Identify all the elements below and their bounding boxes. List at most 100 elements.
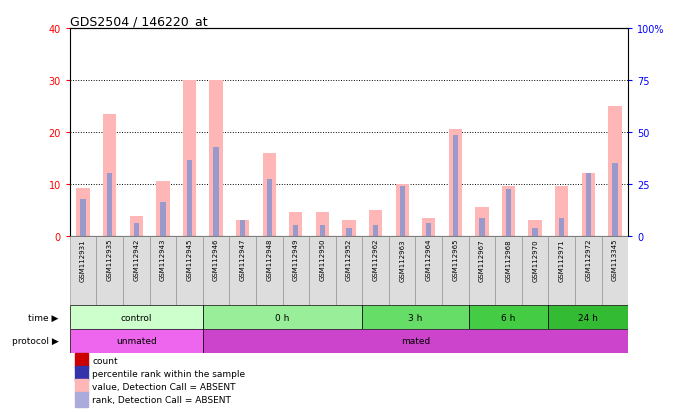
FancyBboxPatch shape (309, 236, 336, 305)
FancyBboxPatch shape (522, 236, 549, 305)
Bar (373, 226, 378, 236)
FancyBboxPatch shape (362, 236, 389, 305)
FancyBboxPatch shape (202, 305, 362, 329)
Bar (103, 114, 117, 236)
FancyBboxPatch shape (96, 236, 123, 305)
Bar (75, 379, 88, 394)
Text: GSM112942: GSM112942 (133, 238, 140, 280)
Bar (453, 135, 458, 236)
FancyBboxPatch shape (256, 236, 283, 305)
FancyBboxPatch shape (70, 329, 202, 353)
Bar (161, 202, 165, 236)
Bar (581, 174, 595, 236)
Text: 0 h: 0 h (275, 313, 290, 322)
Bar (506, 190, 511, 236)
Bar (480, 218, 484, 236)
FancyBboxPatch shape (362, 305, 468, 329)
Text: GSM112950: GSM112950 (320, 238, 325, 281)
Text: 24 h: 24 h (579, 313, 598, 322)
Bar (130, 216, 143, 236)
Text: GDS2504 / 146220_at: GDS2504 / 146220_at (70, 15, 207, 28)
Text: GSM112947: GSM112947 (239, 238, 246, 281)
Bar (320, 226, 325, 236)
Text: GSM113345: GSM113345 (612, 238, 618, 281)
Text: protocol ▶: protocol ▶ (12, 337, 59, 346)
Bar (399, 187, 405, 236)
Bar (369, 210, 383, 236)
Text: percentile rank within the sample: percentile rank within the sample (92, 369, 245, 378)
Bar (559, 218, 565, 236)
Bar (289, 213, 302, 236)
Text: mated: mated (401, 337, 430, 346)
Text: GSM112946: GSM112946 (213, 238, 219, 281)
FancyBboxPatch shape (602, 236, 628, 305)
Text: GSM112931: GSM112931 (80, 238, 86, 281)
Bar (315, 213, 329, 236)
Bar (608, 107, 621, 236)
FancyBboxPatch shape (415, 236, 442, 305)
FancyBboxPatch shape (70, 305, 202, 329)
Text: unmated: unmated (116, 337, 156, 346)
Text: GSM112964: GSM112964 (426, 238, 432, 281)
Bar (187, 161, 192, 236)
Text: GSM112962: GSM112962 (373, 238, 378, 281)
Bar (209, 81, 223, 236)
Bar (426, 223, 431, 236)
FancyBboxPatch shape (549, 236, 575, 305)
Bar (107, 174, 112, 236)
Bar (77, 188, 90, 236)
Bar (528, 221, 542, 236)
Bar (586, 174, 591, 236)
Bar (475, 208, 489, 236)
Text: GSM112968: GSM112968 (505, 238, 512, 281)
Text: 3 h: 3 h (408, 313, 423, 322)
FancyBboxPatch shape (549, 305, 628, 329)
Bar (533, 228, 537, 236)
Bar (449, 130, 462, 236)
Text: GSM112972: GSM112972 (586, 238, 591, 281)
Bar (612, 164, 618, 236)
Text: count: count (92, 356, 118, 365)
FancyBboxPatch shape (202, 329, 628, 353)
FancyBboxPatch shape (468, 305, 549, 329)
FancyBboxPatch shape (442, 236, 468, 305)
Text: rank, Detection Call = ABSENT: rank, Detection Call = ABSENT (92, 395, 231, 404)
Text: GSM112948: GSM112948 (266, 238, 272, 281)
Bar (396, 185, 409, 236)
Text: control: control (121, 313, 152, 322)
FancyBboxPatch shape (149, 236, 176, 305)
FancyBboxPatch shape (202, 236, 230, 305)
Text: GSM112952: GSM112952 (346, 238, 352, 280)
Bar (183, 81, 196, 236)
FancyBboxPatch shape (123, 236, 149, 305)
Bar (346, 228, 352, 236)
Bar (156, 182, 170, 236)
FancyBboxPatch shape (70, 236, 96, 305)
Bar (422, 218, 436, 236)
Bar (75, 353, 88, 368)
Text: value, Detection Call = ABSENT: value, Detection Call = ABSENT (92, 382, 236, 391)
Bar (555, 187, 568, 236)
Text: time ▶: time ▶ (29, 313, 59, 322)
Bar (75, 366, 88, 382)
Text: GSM112943: GSM112943 (160, 238, 166, 281)
Bar (293, 226, 299, 236)
FancyBboxPatch shape (389, 236, 415, 305)
Text: 6 h: 6 h (501, 313, 516, 322)
Bar (502, 187, 515, 236)
Text: GSM112945: GSM112945 (186, 238, 193, 280)
Text: GSM112965: GSM112965 (452, 238, 459, 281)
FancyBboxPatch shape (468, 236, 496, 305)
Text: GSM112949: GSM112949 (293, 238, 299, 281)
Text: GSM112935: GSM112935 (107, 238, 112, 281)
Text: GSM112963: GSM112963 (399, 238, 405, 281)
Text: GSM112971: GSM112971 (558, 238, 565, 281)
FancyBboxPatch shape (230, 236, 256, 305)
Bar (262, 153, 276, 236)
FancyBboxPatch shape (496, 236, 522, 305)
FancyBboxPatch shape (336, 236, 362, 305)
Bar (214, 148, 218, 236)
Bar (75, 392, 88, 407)
Bar (80, 200, 86, 236)
Text: GSM112967: GSM112967 (479, 238, 485, 281)
